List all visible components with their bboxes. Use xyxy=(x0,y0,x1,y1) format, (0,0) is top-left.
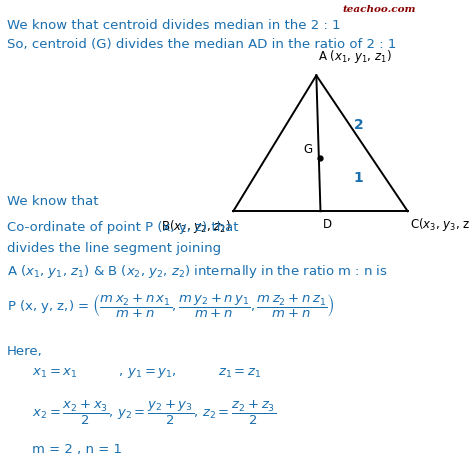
Text: C($x_3$, $y_3$, z: C($x_3$, $y_3$, z xyxy=(410,216,470,233)
Text: A ($x_1$, $y_1$, $z_1$): A ($x_1$, $y_1$, $z_1$) xyxy=(319,48,392,65)
Text: P (x, y, z,) = $\left(\dfrac{m\,x_2+n\,x_1}{m+n},\dfrac{m\,y_2+n\,y_1}{m+n},\dfr: P (x, y, z,) = $\left(\dfrac{m\,x_2+n\,x… xyxy=(7,293,335,320)
Text: Here,: Here, xyxy=(7,345,43,358)
Text: So, centroid (G) divides the median AD in the ratio of 2 : 1: So, centroid (G) divides the median AD i… xyxy=(7,38,396,51)
Text: Co-ordinate of point P (x, y, z) that: Co-ordinate of point P (x, y, z) that xyxy=(7,220,238,234)
Text: We know that: We know that xyxy=(7,195,99,208)
Text: 2: 2 xyxy=(354,118,364,132)
Text: We know that centroid divides median in the 2 : 1: We know that centroid divides median in … xyxy=(7,19,340,32)
Text: divides the line segment joining: divides the line segment joining xyxy=(7,242,221,255)
Text: m = 2 , n = 1: m = 2 , n = 1 xyxy=(32,443,122,456)
Text: D: D xyxy=(323,218,332,231)
Text: 1: 1 xyxy=(354,172,364,185)
Text: $x_2 = \dfrac{x_2+x_3}{2}$, $y_2 = \dfrac{y_2+y_3}{2}$, $z_2 = \dfrac{z_2+z_3}{2: $x_2 = \dfrac{x_2+x_3}{2}$, $y_2 = \dfra… xyxy=(32,399,276,427)
Text: G: G xyxy=(303,143,312,156)
Text: B($x_2$, $y_2$, $z_2$): B($x_2$, $y_2$, $z_2$) xyxy=(161,218,231,235)
Text: teachoo.com: teachoo.com xyxy=(343,5,416,14)
Text: A ($x_1$, $y_1$, $z_1$) & B ($x_2$, $y_2$, $z_2$) internally in the ratio m : n : A ($x_1$, $y_1$, $z_1$) & B ($x_2$, $y_2… xyxy=(7,263,388,280)
Text: $x_1 = x_1$          , $y_1 = y_1$,          $z_1 = z_1$: $x_1 = x_1$ , $y_1 = y_1$, $z_1 = z_1$ xyxy=(32,366,261,380)
